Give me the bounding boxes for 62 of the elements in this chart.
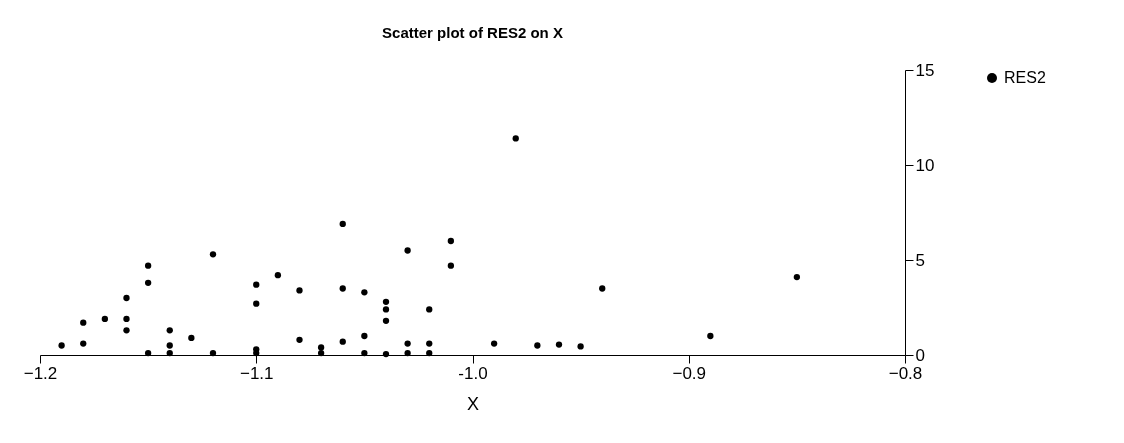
point [253, 281, 260, 288]
point [339, 338, 346, 345]
point [317, 344, 325, 351]
point [404, 340, 411, 347]
point [317, 349, 325, 357]
point [361, 289, 368, 296]
point [361, 349, 368, 357]
point [58, 342, 65, 349]
point [447, 237, 455, 245]
x-tick-label: −1.2 [23, 363, 58, 383]
point [361, 332, 368, 340]
point [166, 327, 173, 334]
point [599, 285, 606, 292]
point [555, 341, 563, 348]
point [144, 349, 152, 357]
point [101, 315, 109, 323]
y-tick-label: 10 [915, 155, 935, 175]
x-tick-label: −1.1 [239, 363, 274, 383]
point [382, 317, 390, 324]
point [209, 349, 217, 357]
point [274, 272, 282, 279]
legend-label: RES2 [1004, 69, 1046, 86]
point [123, 315, 130, 323]
point [144, 262, 152, 269]
x-tick-label: -1.0 [458, 363, 488, 383]
x-tick-label: −0.8 [888, 363, 923, 383]
y-tick-label: 5 [915, 250, 925, 270]
point [339, 220, 346, 228]
point [144, 279, 152, 286]
point [404, 349, 411, 357]
point [166, 342, 173, 349]
x-tick-label: −0.9 [672, 363, 707, 383]
point [793, 273, 801, 281]
point [80, 340, 87, 347]
point [253, 349, 260, 357]
point [296, 287, 303, 294]
point [534, 342, 541, 349]
point [426, 306, 433, 313]
point [80, 319, 87, 326]
point [253, 300, 260, 307]
point [166, 349, 173, 357]
y-tick-label: 15 [915, 60, 935, 80]
point [426, 340, 433, 347]
point [339, 285, 346, 292]
point [404, 247, 411, 254]
point [382, 350, 390, 358]
point [382, 306, 390, 313]
point [209, 251, 217, 258]
point [447, 262, 455, 269]
point [707, 332, 714, 340]
point [123, 294, 130, 302]
point [577, 343, 584, 350]
chart-title: Scatter plot of RES2 on X [382, 24, 563, 41]
point [426, 349, 433, 357]
point [490, 340, 498, 347]
point [296, 336, 303, 343]
point [512, 135, 519, 142]
point [123, 327, 130, 334]
x-axis-title: X [466, 393, 480, 414]
y-tick-label: 0 [915, 345, 925, 365]
point [188, 334, 195, 342]
point [382, 298, 390, 305]
